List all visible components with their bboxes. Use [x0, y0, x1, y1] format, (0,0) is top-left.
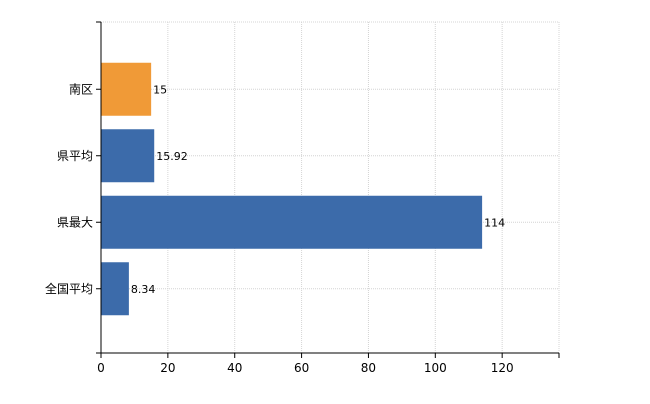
labels: 15 南区 15.92 県平均 114 県最大 8.34 全国平均 0 20 40 60 80 100 12… — [45, 81, 514, 375]
bar-3 — [101, 262, 129, 316]
x-tick-label-4: 80 — [361, 361, 376, 375]
bars — [101, 62, 483, 316]
data-label-2: 114 — [484, 216, 505, 229]
grid-lines — [101, 21, 560, 353]
category-label-3: 全国平均 — [45, 281, 93, 296]
x-tick-label-0: 0 — [97, 361, 105, 375]
category-label-2: 県最大 — [57, 215, 93, 229]
x-tick-label-1: 20 — [160, 361, 175, 375]
x-tick-label-3: 60 — [294, 361, 309, 375]
data-label-3: 8.34 — [131, 283, 156, 296]
x-tick-label-2: 40 — [227, 361, 242, 375]
data-label-0: 15 — [153, 83, 167, 96]
data-label-1: 15.92 — [156, 150, 188, 163]
bar-1 — [101, 129, 155, 183]
x-tick-label-6: 120 — [491, 361, 514, 375]
category-label-0: 南区 — [69, 81, 93, 96]
axes — [96, 21, 560, 358]
category-label-1: 県平均 — [57, 149, 93, 163]
bar-0 — [101, 62, 152, 116]
x-tick-label-5: 100 — [424, 361, 447, 375]
bar-2 — [101, 195, 483, 249]
